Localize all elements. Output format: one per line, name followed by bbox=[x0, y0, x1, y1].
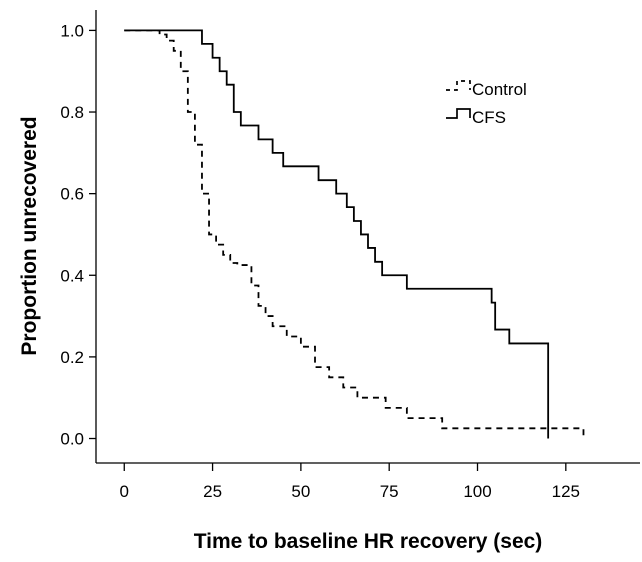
legend-label-cfs: CFS bbox=[472, 108, 506, 127]
y-tick-label: 0.6 bbox=[60, 185, 84, 204]
legend-symbol-cfs bbox=[446, 108, 471, 119]
x-tick-label: 125 bbox=[552, 482, 580, 501]
x-tick-label: 50 bbox=[291, 482, 310, 501]
series-layer bbox=[124, 29, 585, 439]
x-axis-title: Time to baseline HR recovery (sec) bbox=[194, 530, 543, 553]
y-ticks: 0.0 0.2 0.4 0.6 0.8 1.0 bbox=[60, 21, 96, 449]
legend: Control CFS bbox=[446, 80, 527, 127]
y-axis-title: Proportion unrecovered bbox=[18, 116, 41, 355]
x-ticks: 0 25 50 75 100 125 bbox=[120, 463, 580, 501]
axes bbox=[95, 10, 640, 464]
survival-curve-cfs bbox=[124, 29, 550, 439]
x-tick-label: 25 bbox=[203, 482, 222, 501]
x-tick-label: 75 bbox=[380, 482, 399, 501]
y-tick-label: 0.4 bbox=[60, 266, 84, 285]
survival-curve-control bbox=[124, 29, 585, 439]
y-tick-label: 0.8 bbox=[60, 103, 84, 122]
y-tick-label: 1.0 bbox=[60, 21, 84, 40]
y-tick-label: 0.2 bbox=[60, 348, 84, 367]
x-tick-label: 100 bbox=[463, 482, 491, 501]
y-tick-label: 0.0 bbox=[60, 430, 84, 449]
legend-label-control: Control bbox=[472, 80, 527, 99]
x-tick-label: 0 bbox=[120, 482, 129, 501]
legend-symbol-control bbox=[446, 80, 471, 91]
